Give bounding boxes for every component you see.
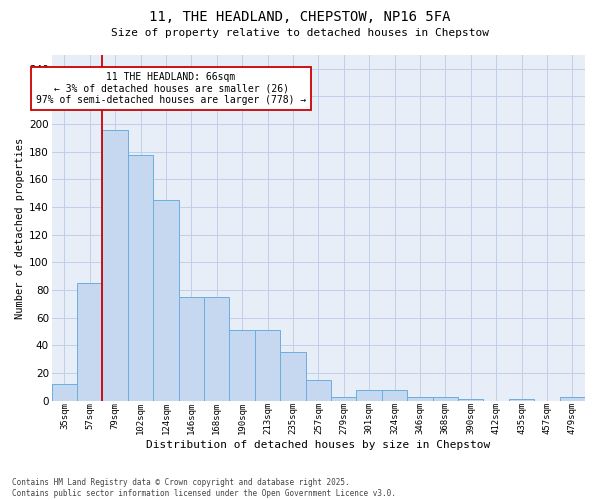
Bar: [356, 390, 382, 401]
Text: Size of property relative to detached houses in Chepstow: Size of property relative to detached ho…: [111, 28, 489, 38]
Bar: [52, 384, 77, 401]
Bar: [128, 154, 153, 401]
Bar: [560, 396, 585, 401]
Bar: [280, 352, 305, 401]
Text: Contains HM Land Registry data © Crown copyright and database right 2025.
Contai: Contains HM Land Registry data © Crown c…: [12, 478, 396, 498]
Y-axis label: Number of detached properties: Number of detached properties: [15, 138, 25, 318]
Bar: [433, 396, 458, 401]
Bar: [153, 200, 179, 401]
Bar: [509, 400, 534, 401]
Bar: [103, 130, 128, 401]
Bar: [179, 297, 204, 401]
Bar: [255, 330, 280, 401]
Bar: [204, 297, 229, 401]
Text: 11, THE HEADLAND, CHEPSTOW, NP16 5FA: 11, THE HEADLAND, CHEPSTOW, NP16 5FA: [149, 10, 451, 24]
X-axis label: Distribution of detached houses by size in Chepstow: Distribution of detached houses by size …: [146, 440, 490, 450]
Text: 11 THE HEADLAND: 66sqm
← 3% of detached houses are smaller (26)
97% of semi-deta: 11 THE HEADLAND: 66sqm ← 3% of detached …: [36, 72, 306, 105]
Bar: [407, 396, 433, 401]
Bar: [305, 380, 331, 401]
Bar: [382, 390, 407, 401]
Bar: [331, 396, 356, 401]
Bar: [77, 283, 103, 401]
Bar: [229, 330, 255, 401]
Bar: [458, 400, 484, 401]
